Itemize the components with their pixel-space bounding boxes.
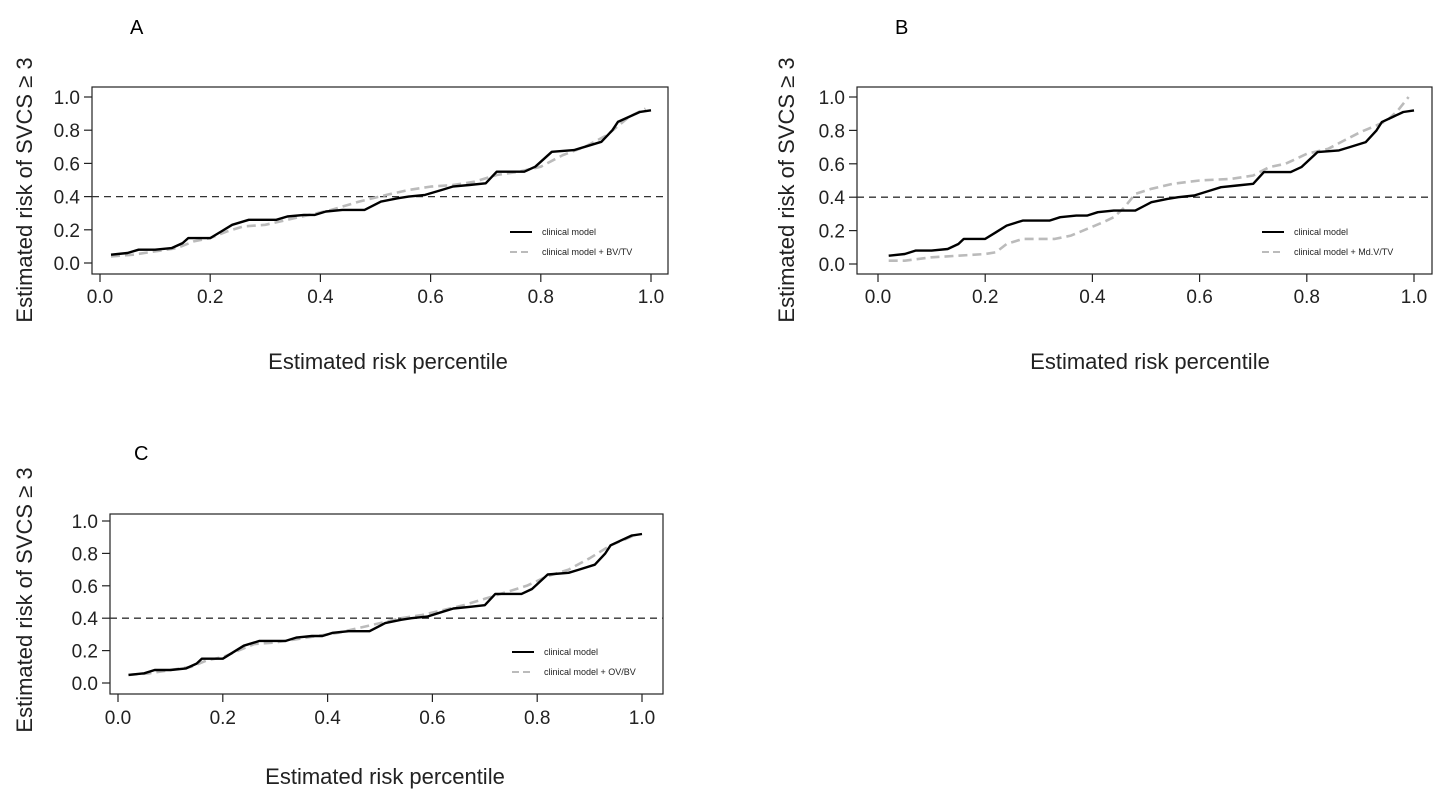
y-tick-label: 0.2 <box>72 642 98 663</box>
x-tick-label: 0.6 <box>1186 287 1212 308</box>
y-tick-label: 1.0 <box>819 88 845 109</box>
legend: clinical model clinical model + OV/BV <box>512 647 636 677</box>
legend-label: clinical model + Md.V/TV <box>1294 247 1393 257</box>
x-tick-label: 0.6 <box>419 708 445 729</box>
x-tick-label: 1.0 <box>638 287 664 308</box>
legend-label: clinical model + BV/TV <box>542 247 632 257</box>
x-tick-label: 1.0 <box>1401 287 1427 308</box>
plot-frame <box>856 86 1433 275</box>
legend-label: clinical model + OV/BV <box>544 667 636 677</box>
x-tick-label: 0.8 <box>528 287 554 308</box>
x-tick-label: 1.0 <box>629 708 655 729</box>
plot-frame <box>91 86 669 275</box>
x-tick-label: 0.6 <box>417 287 443 308</box>
panel-letter: B <box>895 17 908 39</box>
x-tick-label: 0.2 <box>197 287 223 308</box>
y-tick-label: 0.0 <box>72 674 98 695</box>
chart-panel-b: B 0.0 0.2 0.4 0.6 0.8 1.0 0.0 0.2 0.4 0.6 0.8 1.0 Est… <box>774 17 1433 374</box>
x-axis-label: Estimated risk percentile <box>1030 349 1270 374</box>
legend-label: clinical model <box>544 647 598 657</box>
y-tick-label: 0.0 <box>54 254 80 275</box>
x-axis-label: Estimated risk percentile <box>265 764 505 789</box>
series-line-clinical <box>110 109 652 256</box>
x-tick-label: 0.4 <box>314 708 341 729</box>
x-tick-label: 0.0 <box>865 287 891 308</box>
legend: clinical model clinical model + Md.V/TV <box>1262 227 1393 257</box>
y-tick-label: 0.8 <box>54 121 80 142</box>
x-axis-label: Estimated risk percentile <box>268 349 508 374</box>
x-tick-label: 0.4 <box>1079 287 1106 308</box>
y-axis-label: Estimated risk of SVCS ≥ 3 <box>774 57 799 322</box>
series-line-clinical <box>888 109 1415 257</box>
y-tick-label: 0.0 <box>819 255 845 276</box>
x-tick-label: 0.8 <box>524 708 550 729</box>
x-tick-label: 0.4 <box>307 287 334 308</box>
x-tick-label: 0.8 <box>1294 287 1320 308</box>
x-tick-label: 0.0 <box>105 708 131 729</box>
chart-panel-a: A 0.0 0.2 0.4 0.6 0.8 1.0 0.0 0.2 0.4 0.6 0.8 1.0 Est… <box>12 17 669 374</box>
y-tick-label: 0.2 <box>54 221 80 242</box>
x-tick-label: 0.2 <box>210 708 236 729</box>
y-tick-label: 0.6 <box>72 577 98 598</box>
y-tick-label: 0.4 <box>819 188 846 209</box>
chart-panel-c: C 0.0 0.2 0.4 0.6 0.8 1.0 0.0 0.2 0.4 0.6 0.8 1.0 Est… <box>12 443 664 789</box>
series-line-augmented <box>110 107 647 258</box>
y-tick-label: 0.8 <box>819 121 845 142</box>
y-tick-label: 0.6 <box>54 154 80 175</box>
y-axis-label: Estimated risk of SVCS ≥ 3 <box>12 467 37 732</box>
y-tick-label: 0.8 <box>72 544 98 565</box>
y-axis-label: Estimated risk of SVCS ≥ 3 <box>12 57 37 322</box>
y-tick-label: 0.4 <box>54 188 81 209</box>
series-line-clinical <box>128 532 643 677</box>
y-tick-label: 0.2 <box>819 222 845 243</box>
series-line-augmented <box>888 96 1410 262</box>
legend-label: clinical model <box>542 227 596 237</box>
plot-frame <box>109 513 664 695</box>
panel-letter: C <box>134 443 148 465</box>
x-tick-label: 0.0 <box>87 287 113 308</box>
y-tick-label: 1.0 <box>72 512 98 533</box>
y-tick-label: 0.4 <box>72 609 99 630</box>
x-tick-label: 0.2 <box>972 287 998 308</box>
y-tick-label: 1.0 <box>54 88 80 109</box>
legend-label: clinical model <box>1294 227 1348 237</box>
panel-letter: A <box>130 17 144 39</box>
y-tick-label: 0.6 <box>819 155 845 176</box>
legend: clinical model clinical model + BV/TV <box>510 227 632 257</box>
